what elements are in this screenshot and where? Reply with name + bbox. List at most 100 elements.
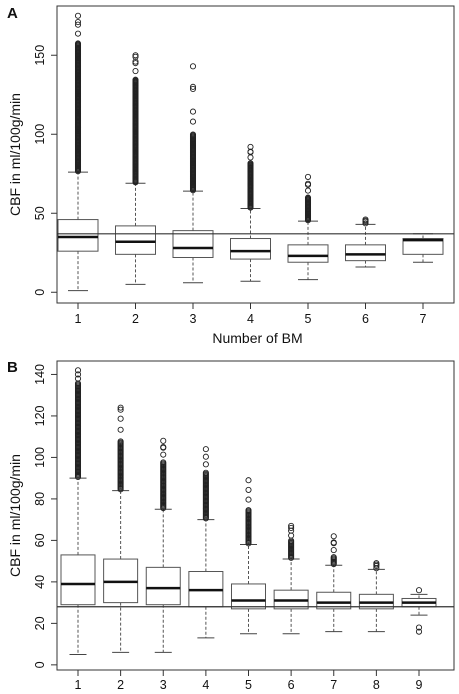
outliers xyxy=(245,477,252,547)
outliers xyxy=(160,437,167,512)
outlier-point xyxy=(202,469,209,476)
outlier-point xyxy=(160,451,167,458)
outlier-point xyxy=(117,406,124,413)
x-tick-label: 4 xyxy=(202,678,209,692)
x-axis-label: Number of BM xyxy=(212,330,302,346)
outliers xyxy=(330,533,337,568)
outlier-point xyxy=(74,371,82,378)
chart-panel-b: B 0 20 40 60 80 100 120 140 CBF in ml/100g/min 1 2 3… xyxy=(7,359,455,692)
y-tick-label: 50 xyxy=(33,206,47,220)
outliers xyxy=(362,216,369,227)
outlier-point xyxy=(304,194,312,201)
box-4 xyxy=(188,446,224,639)
box-iqr xyxy=(316,591,352,610)
outlier-point xyxy=(304,181,312,188)
outlier-point xyxy=(117,426,124,433)
outliers xyxy=(247,143,254,211)
y-tick-label: 0 xyxy=(33,661,47,668)
x-tick-label: 6 xyxy=(362,312,369,326)
box-iqr xyxy=(145,566,181,606)
plot-frame xyxy=(56,360,455,671)
outlier-point xyxy=(132,53,139,60)
x-tick-label: 9 xyxy=(416,678,423,692)
outlier-point xyxy=(160,443,167,451)
outlier-point xyxy=(415,624,423,631)
box-9 xyxy=(401,587,437,635)
box-iqr xyxy=(345,244,386,262)
outliers xyxy=(74,12,82,175)
plot-frame xyxy=(56,5,455,304)
x-tick-label: 6 xyxy=(288,678,295,692)
y-axis-label: CBF in ml/100g/min xyxy=(7,93,23,216)
outlier-point xyxy=(245,477,252,484)
outlier-point xyxy=(74,375,82,382)
y-tick-label: 40 xyxy=(33,575,47,589)
box-iqr xyxy=(230,238,271,260)
outlier-point xyxy=(362,220,369,227)
box-2 xyxy=(115,52,156,285)
x-tick-label: 5 xyxy=(305,312,312,326)
outlier-point xyxy=(288,522,295,529)
y-tick-label: 0 xyxy=(33,289,47,296)
outliers xyxy=(373,560,380,572)
x-tick-label: 8 xyxy=(373,678,380,692)
box-iqr xyxy=(287,244,329,263)
box-iqr xyxy=(115,225,156,255)
outliers xyxy=(132,52,139,186)
outlier-point xyxy=(202,461,209,468)
box-iqr xyxy=(402,238,444,255)
outlier-point xyxy=(330,554,337,561)
outlier-point xyxy=(362,216,369,223)
y-tick-label: 100 xyxy=(33,447,47,468)
box-3 xyxy=(145,437,181,653)
box-7 xyxy=(316,533,352,633)
x-tick-label: 2 xyxy=(132,312,139,326)
outlier-point xyxy=(247,143,254,150)
box-3 xyxy=(172,63,214,284)
y-tick-label: 20 xyxy=(33,616,47,630)
outliers xyxy=(415,587,423,635)
outlier-point xyxy=(189,108,197,115)
x-tick-label: 4 xyxy=(247,312,254,326)
outlier-point xyxy=(415,587,423,594)
outlier-point xyxy=(247,154,254,161)
outlier-point xyxy=(160,437,167,444)
outlier-point xyxy=(189,85,197,93)
box-iqr xyxy=(60,554,96,606)
outlier-point xyxy=(117,404,124,411)
y-tick-label: 150 xyxy=(33,45,47,66)
box-iqr xyxy=(172,230,214,258)
outlier-point xyxy=(288,524,295,531)
outlier-point xyxy=(245,486,252,493)
panel-letter: B xyxy=(7,359,18,376)
outlier-point xyxy=(189,83,197,90)
outliers xyxy=(74,367,82,480)
outlier-point xyxy=(247,160,254,167)
y-tick-label: 60 xyxy=(33,533,47,547)
x-tick-label: 5 xyxy=(245,678,252,692)
outlier-point xyxy=(74,30,82,37)
outlier-point xyxy=(74,40,82,47)
y-tick-label: 80 xyxy=(33,492,47,506)
y-tick-label: 100 xyxy=(33,124,47,145)
outlier-point xyxy=(132,58,139,65)
x-tick-label: 1 xyxy=(75,312,82,326)
outliers xyxy=(202,446,209,522)
outlier-point xyxy=(132,67,139,75)
outlier-point xyxy=(74,12,82,19)
outliers xyxy=(189,63,197,194)
panel-letter: A xyxy=(7,5,18,22)
outlier-point xyxy=(74,19,82,26)
outliers xyxy=(304,173,312,224)
chart-panel-a: A 0 50 100 150 CBF in ml/100g/min 1 2 3 4 5 6 7 Numbe… xyxy=(7,5,455,346)
outlier-point xyxy=(330,539,337,546)
x-tick-label: 1 xyxy=(75,678,82,692)
y-tick-label: 120 xyxy=(33,405,47,426)
box-iqr xyxy=(57,219,99,252)
outlier-point xyxy=(245,496,252,503)
box-1 xyxy=(57,12,99,292)
box-iqr xyxy=(231,583,266,610)
box-2 xyxy=(103,404,139,653)
x-tick-label: 3 xyxy=(160,678,167,692)
